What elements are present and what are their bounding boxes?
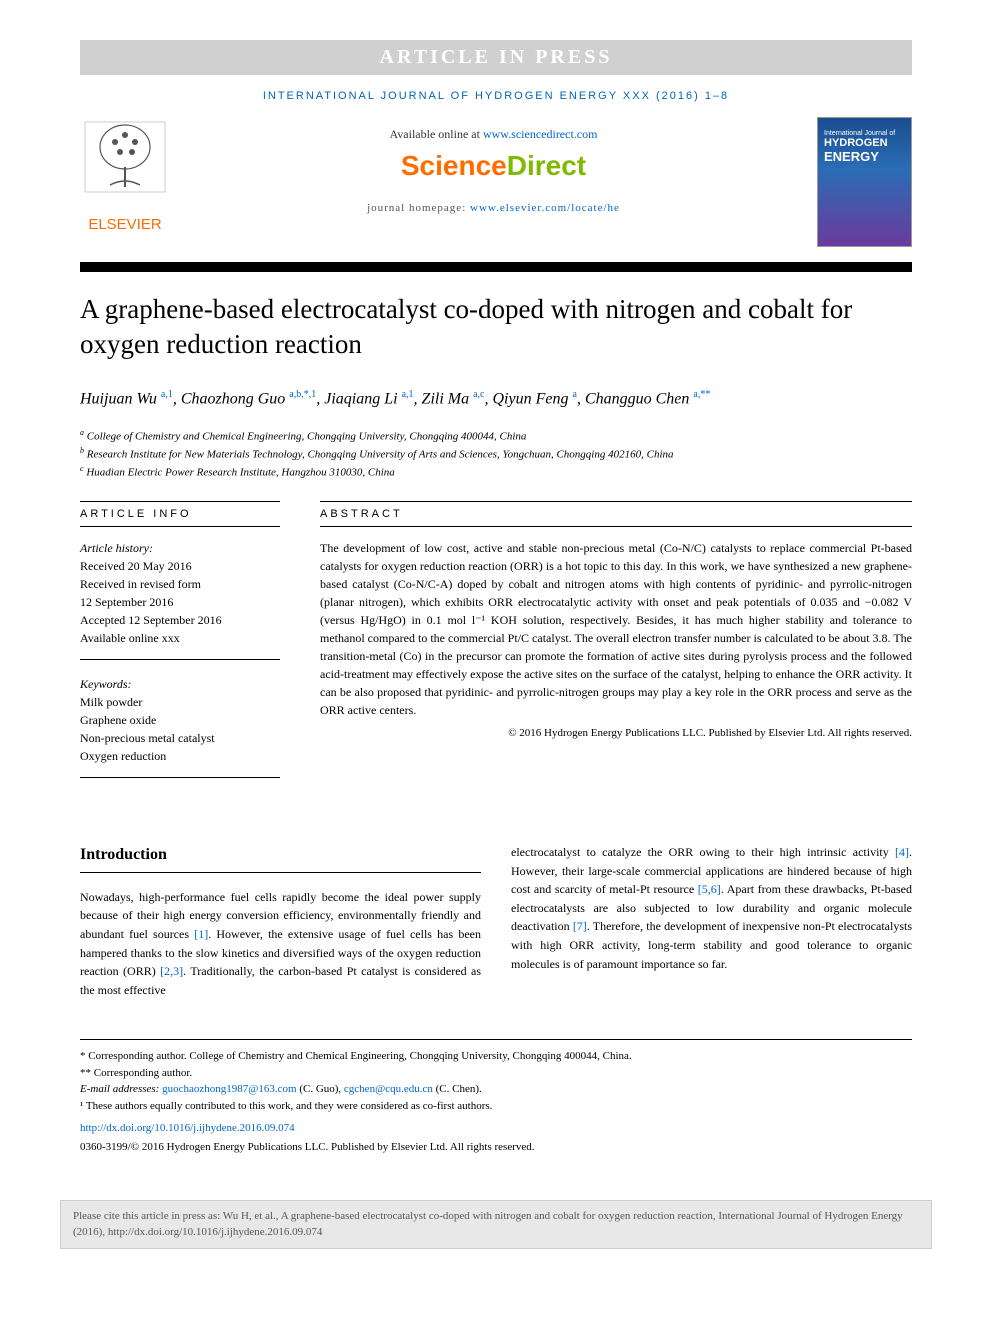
intro-column-right: electrocatalyst to catalyze the ORR owin…: [511, 843, 912, 999]
email-label: E-mail addresses:: [80, 1083, 162, 1095]
keyword-4: Oxygen reduction: [80, 747, 280, 765]
cover-line2: HYDROGEN: [824, 137, 905, 149]
corresponding-author-2: ** Corresponding author.: [80, 1065, 912, 1082]
doi-link[interactable]: http://dx.doi.org/10.1016/j.ijhydene.201…: [80, 1122, 295, 1134]
issn-copyright-line: 0360-3199/© 2016 Hydrogen Energy Publica…: [80, 1139, 912, 1156]
sciencedirect-link[interactable]: www.sciencedirect.com: [483, 127, 598, 141]
intro-text-right: electrocatalyst to catalyze the ORR owin…: [511, 843, 912, 973]
sciencedirect-logo: ScienceDirect: [190, 150, 797, 182]
article-info-column: ARTICLE INFO Article history: Received 2…: [80, 501, 280, 793]
email-link-1[interactable]: guochaozhong1987@163.com: [162, 1083, 296, 1095]
author-list: Huijuan Wu a,1, Chaozhong Guo a,b,*,1, J…: [80, 387, 912, 411]
sd-word-direct: Direct: [507, 150, 586, 181]
affiliation-a: a College of Chemistry and Chemical Engi…: [80, 427, 912, 445]
email-who-1: (C. Guo),: [297, 1083, 344, 1095]
cover-title-text: International Journal of HYDROGEN ENERGY: [824, 130, 905, 164]
homepage-prefix: journal homepage:: [367, 202, 470, 214]
history-received: Received 20 May 2016: [80, 557, 280, 575]
corresponding-author-1: * Corresponding author. College of Chemi…: [80, 1048, 912, 1065]
abstract-header: ABSTRACT: [320, 501, 912, 527]
email-link-2[interactable]: cgchen@cqu.edu.cn: [344, 1083, 433, 1095]
elsevier-label: ELSEVIER: [80, 216, 170, 233]
introduction-section: Introduction Nowadays, high-performance …: [80, 843, 912, 999]
abstract-column: ABSTRACT The development of low cost, ac…: [320, 501, 912, 793]
abstract-copyright: © 2016 Hydrogen Energy Publications LLC.…: [320, 727, 912, 739]
article-title: A graphene-based electrocatalyst co-dope…: [80, 292, 912, 362]
introduction-heading: Introduction: [80, 843, 481, 873]
article-in-press-banner: ARTICLE IN PRESS: [80, 40, 912, 75]
abstract-text: The development of low cost, active and …: [320, 539, 912, 719]
keyword-1: Milk powder: [80, 693, 280, 711]
journal-cover-thumbnail: International Journal of HYDROGEN ENERGY: [817, 117, 912, 247]
citation-box: Please cite this article in press as: Wu…: [60, 1200, 932, 1249]
history-online: Available online xxx: [80, 629, 280, 647]
email-addresses-line: E-mail addresses: guochaozhong1987@163.c…: [80, 1081, 912, 1098]
black-divider-bar: [80, 262, 912, 272]
journal-homepage-text: journal homepage: www.elsevier.com/locat…: [190, 202, 797, 214]
cover-line3: ENERGY: [824, 149, 905, 164]
history-revised2: 12 September 2016: [80, 593, 280, 611]
affiliation-b: b Research Institute for New Materials T…: [80, 445, 912, 463]
article-info-header: ARTICLE INFO: [80, 501, 280, 527]
history-revised1: Received in revised form: [80, 575, 280, 593]
available-prefix: Available online at: [390, 127, 483, 141]
affiliations: a College of Chemistry and Chemical Engi…: [80, 427, 912, 481]
intro-text-left: Nowadays, high-performance fuel cells ra…: [80, 888, 481, 1000]
footnotes-block: * Corresponding author. College of Chemi…: [80, 1039, 912, 1155]
equal-contribution-note: ¹ These authors equally contributed to t…: [80, 1098, 912, 1115]
journal-header-line: INTERNATIONAL JOURNAL OF HYDROGEN ENERGY…: [80, 90, 912, 102]
header-middle: Available online at www.sciencedirect.co…: [190, 117, 797, 214]
header-block: ELSEVIER Available online at www.science…: [80, 117, 912, 247]
keywords-label: Keywords:: [80, 675, 280, 693]
sd-word-science: Science: [401, 150, 507, 181]
elsevier-logo: ELSEVIER: [80, 117, 170, 233]
email-who-2: (C. Chen).: [433, 1083, 482, 1095]
elsevier-tree-icon: [80, 117, 170, 207]
keyword-2: Graphene oxide: [80, 711, 280, 729]
intro-column-left: Introduction Nowadays, high-performance …: [80, 843, 481, 999]
keyword-3: Non-precious metal catalyst: [80, 729, 280, 747]
cover-line1: International Journal of: [824, 130, 905, 137]
homepage-link[interactable]: www.elsevier.com/locate/he: [470, 202, 620, 214]
info-abstract-row: ARTICLE INFO Article history: Received 2…: [80, 501, 912, 793]
keywords-block: Keywords: Milk powder Graphene oxide Non…: [80, 675, 280, 778]
history-accepted: Accepted 12 September 2016: [80, 611, 280, 629]
article-history-block: Article history: Received 20 May 2016 Re…: [80, 539, 280, 660]
affiliation-c: c Huadian Electric Power Research Instit…: [80, 463, 912, 481]
available-online-text: Available online at www.sciencedirect.co…: [190, 127, 797, 142]
history-label: Article history:: [80, 539, 280, 557]
doi-line: http://dx.doi.org/10.1016/j.ijhydene.201…: [80, 1120, 912, 1137]
